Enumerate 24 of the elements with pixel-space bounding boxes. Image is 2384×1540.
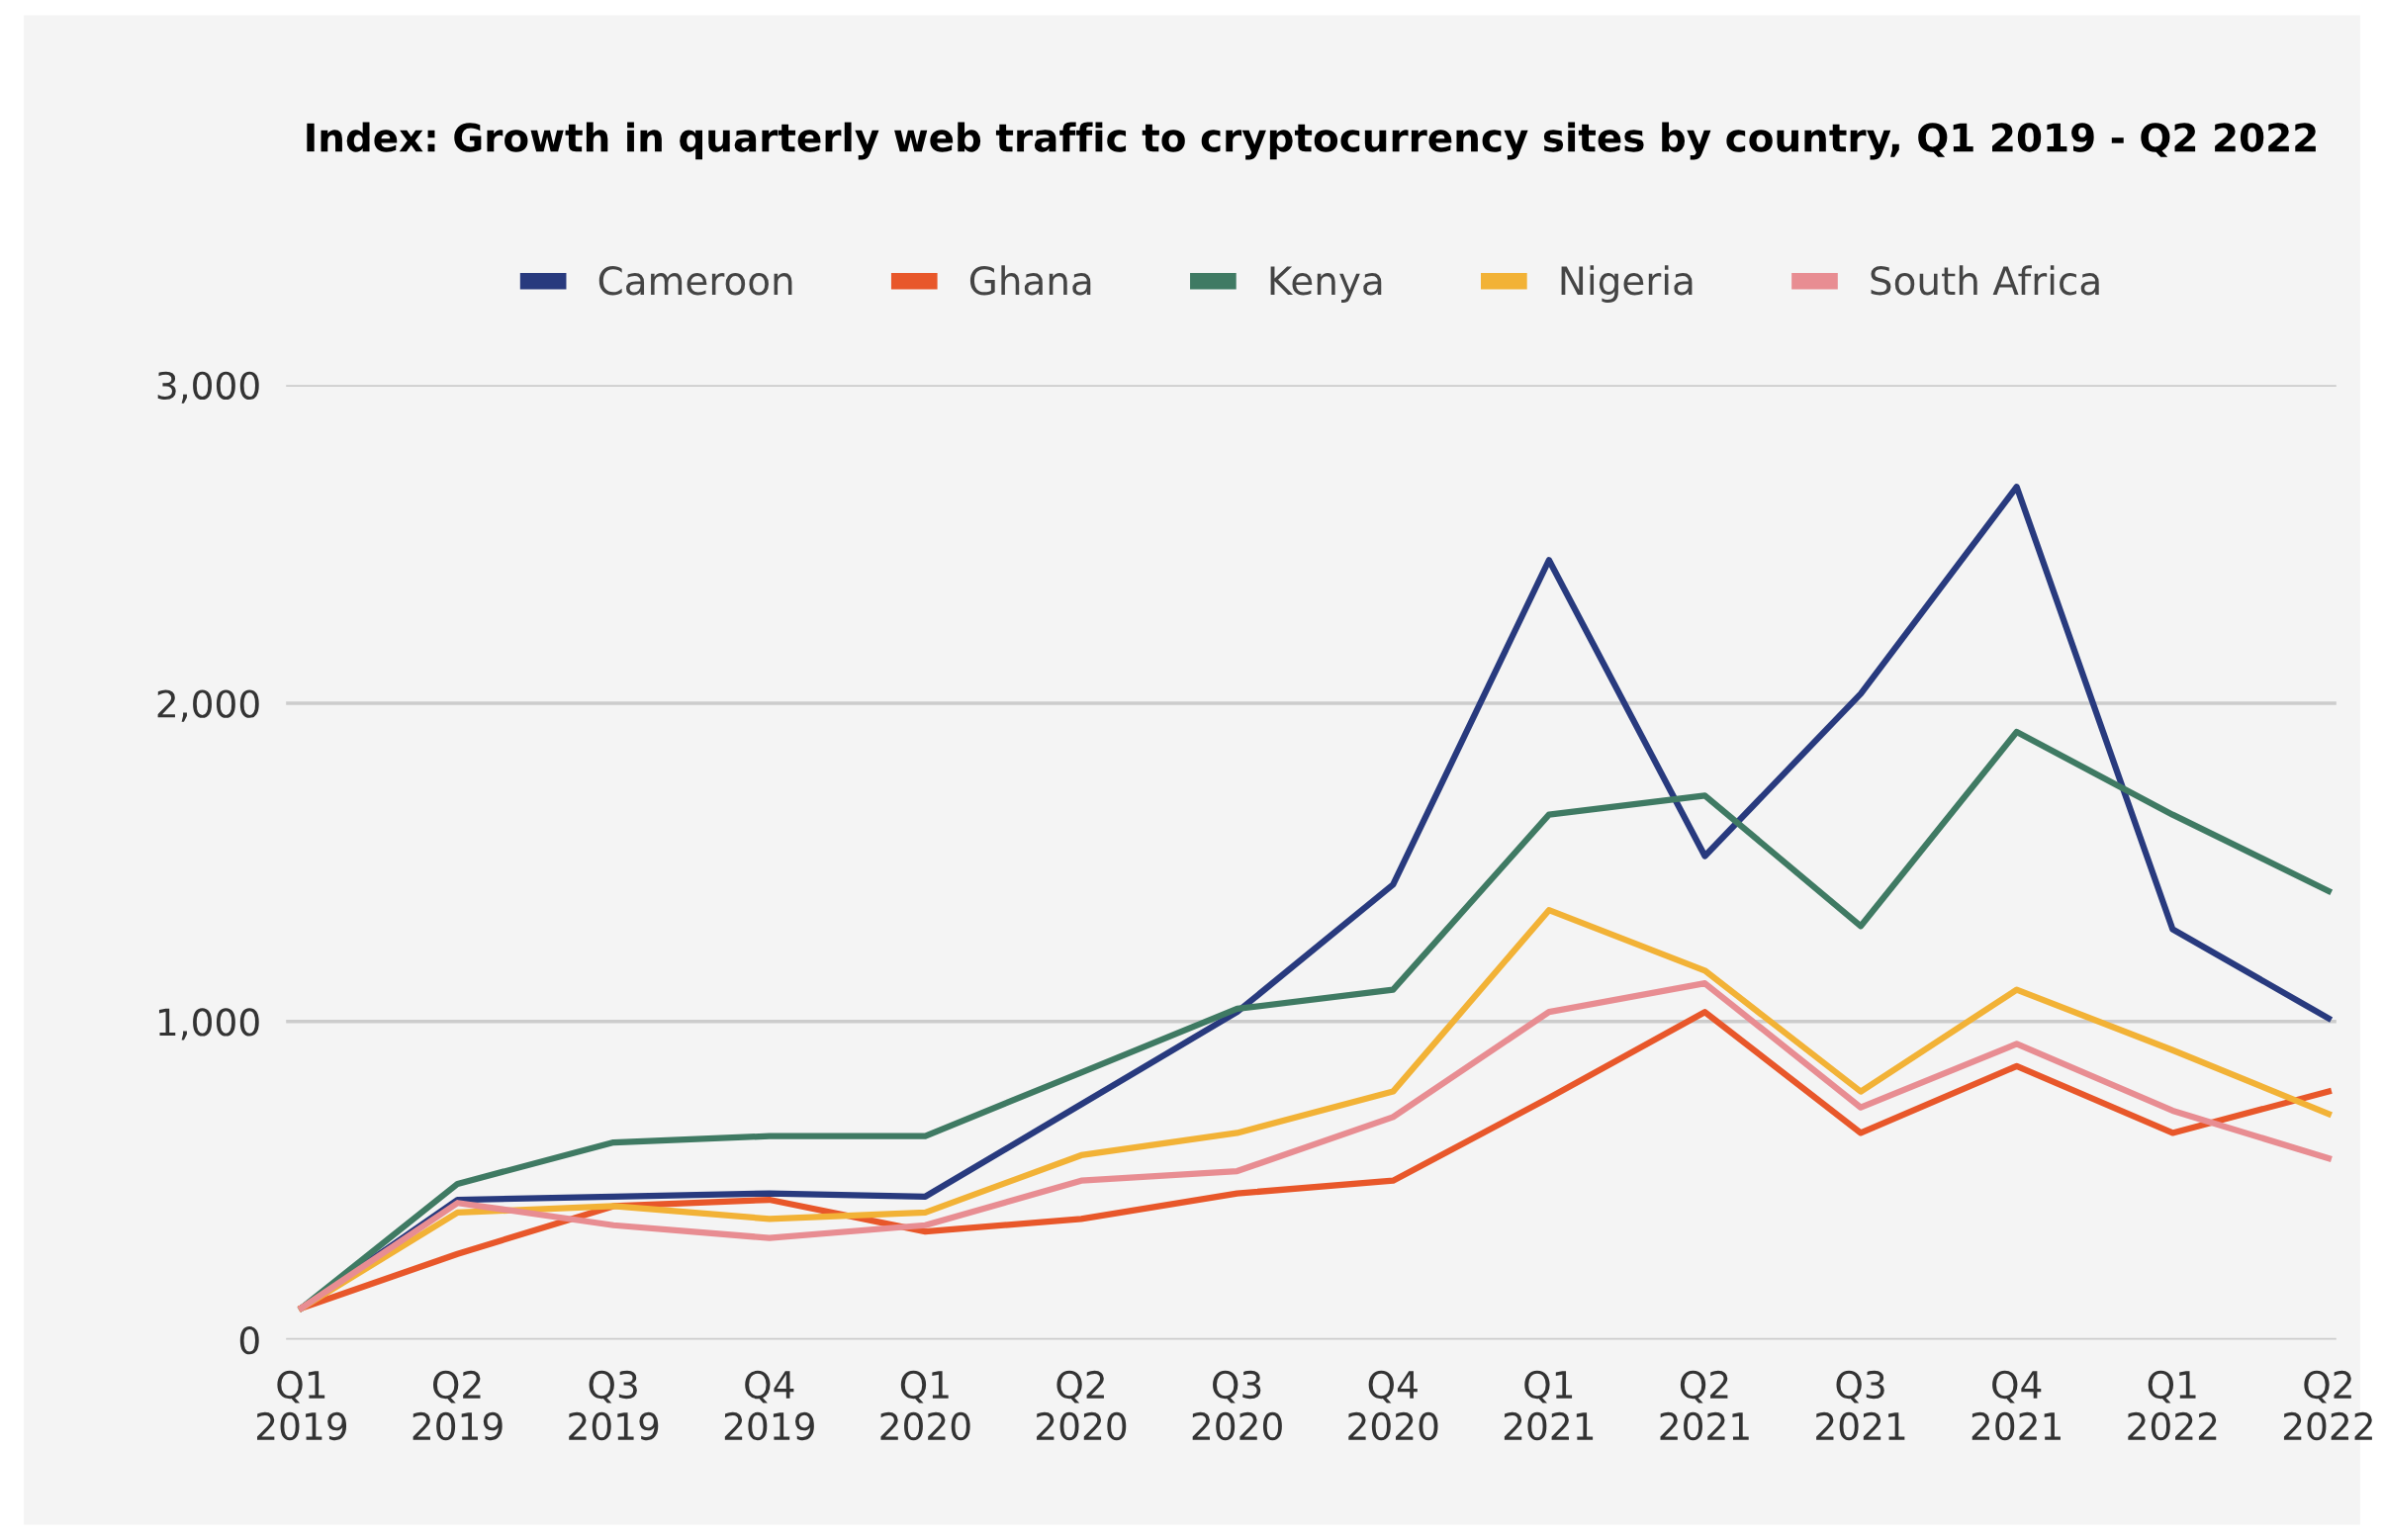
legend-label: Cameroon bbox=[598, 266, 792, 296]
x-tick-label: Q1 2019 bbox=[256, 1370, 347, 1441]
legend-label: Ghana bbox=[969, 265, 1091, 296]
x-tick-label: Q2 2019 bbox=[413, 1370, 503, 1441]
y-tick-label: 3,000 bbox=[157, 371, 259, 404]
legend-label: South Africa bbox=[1871, 265, 2099, 296]
x-tick-label: Q2 2022 bbox=[2283, 1370, 2372, 1441]
x-tick-label: Q4 2019 bbox=[724, 1370, 814, 1441]
x-tick-label: Q1 2020 bbox=[880, 1370, 970, 1441]
x-tick-label: Q3 2020 bbox=[1192, 1370, 1282, 1441]
x-tick-label: Q2 2020 bbox=[1037, 1370, 1127, 1441]
x-tick-label: Q4 2020 bbox=[1348, 1370, 1438, 1441]
legend-label: Nigeria bbox=[1561, 265, 1693, 303]
chart-title: Index: Growth in quarterly web traffic to cryptocurrency sites by country, Q1 2019 - Q2 2022 bbox=[307, 122, 2316, 160]
x-tick-label: Q3 2021 bbox=[1816, 1370, 1905, 1441]
x-tick-label: Q3 2019 bbox=[569, 1370, 659, 1441]
x-tick-label: Q4 2021 bbox=[1971, 1370, 2061, 1441]
y-tick-label: 1,000 bbox=[158, 1008, 259, 1041]
y-tick-label: 0 bbox=[239, 1326, 259, 1355]
x-tick-label: Q1 2021 bbox=[1504, 1370, 1594, 1441]
x-tick-label: Q2 2021 bbox=[1660, 1370, 1749, 1441]
y-tick-label: 2,000 bbox=[157, 689, 259, 722]
legend-label: Kenya bbox=[1270, 266, 1382, 303]
x-tick-label: Q1 2022 bbox=[2128, 1370, 2217, 1441]
